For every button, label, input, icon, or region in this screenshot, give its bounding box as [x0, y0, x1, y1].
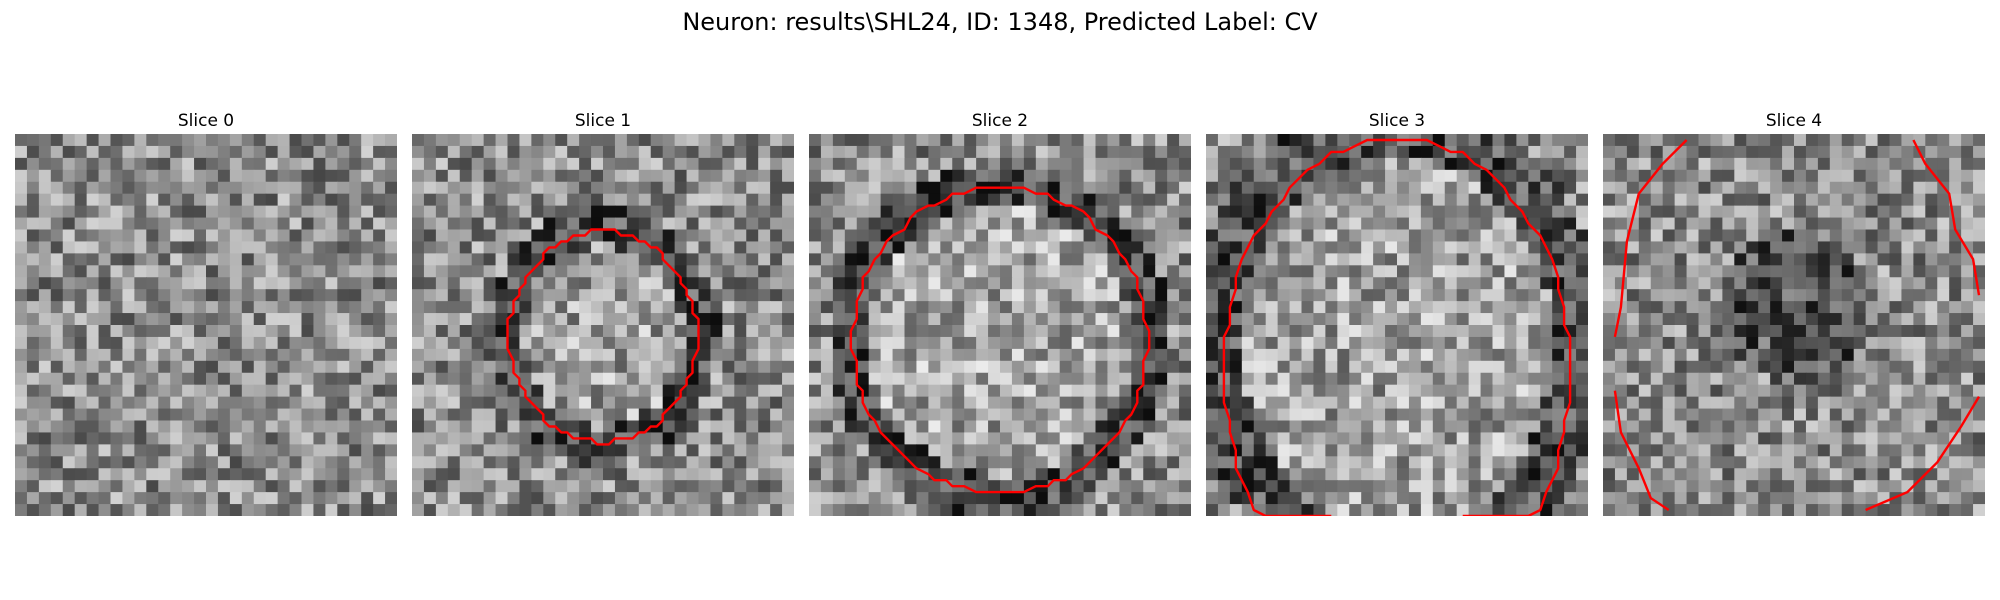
- slice-title: Slice 1: [574, 111, 632, 131]
- slice-image-svg: [809, 134, 1191, 516]
- segmentation-contour: [1912, 139, 1981, 296]
- pixel-grid: [809, 134, 1191, 516]
- slice-image-svg: [15, 134, 397, 516]
- slice-panel-1: Slice 1: [412, 110, 794, 516]
- segmentation-contour: [1613, 139, 1688, 338]
- slice-image-0: [15, 134, 397, 516]
- segmentation-contour: [1613, 390, 1670, 511]
- figure-title: Neuron: results\SHL24, ID: 1348, Predict…: [682, 8, 1318, 36]
- slice-title: Slice 3: [1368, 111, 1426, 131]
- slice-image-1: [412, 134, 794, 516]
- segmentation-contour: [849, 186, 1151, 494]
- pixel-grid: [1603, 134, 1985, 516]
- pixel-grid: [15, 134, 397, 516]
- slice-title: Slice 0: [177, 111, 235, 131]
- slice-image-svg: [1603, 134, 1985, 516]
- slice-panel-0: Slice 0: [15, 110, 397, 516]
- pixel-grid: [412, 134, 794, 516]
- slice-panel-3: Slice 3: [1206, 110, 1588, 516]
- slice-panel-2: Slice 2: [809, 110, 1191, 516]
- pixel-grid: [1206, 134, 1588, 516]
- segmentation-contour: [506, 228, 700, 446]
- segmentation-contour: [1222, 138, 1572, 516]
- slice-title: Slice 2: [971, 111, 1029, 131]
- segmentation-contour: [1865, 395, 1981, 512]
- slice-panel-4: Slice 4: [1603, 110, 1985, 516]
- slice-image-svg: [1206, 134, 1588, 516]
- slice-image-4: [1603, 134, 1985, 516]
- slice-image-3: [1206, 134, 1588, 516]
- slice-image-2: [809, 134, 1191, 516]
- slice-title: Slice 4: [1765, 111, 1823, 131]
- slice-image-svg: [412, 134, 794, 516]
